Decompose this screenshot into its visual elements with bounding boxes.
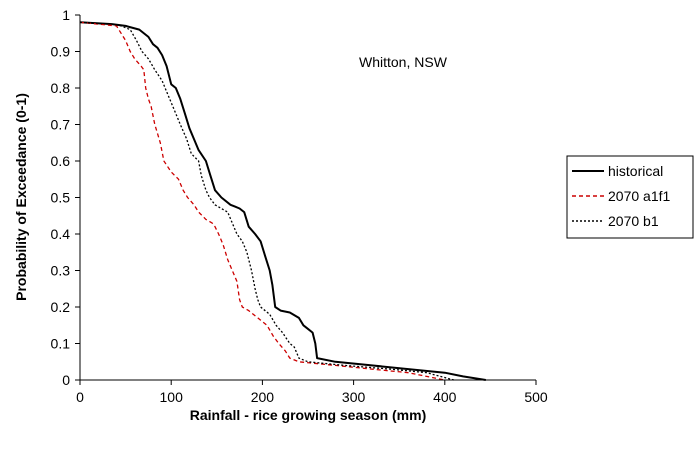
y-tick-label: 0.3	[51, 263, 71, 279]
x-tick-label: 500	[524, 389, 548, 405]
x-axis-title: Rainfall - rice growing season (mm)	[190, 407, 427, 423]
y-tick-label: 0.2	[51, 299, 71, 315]
x-tick-label: 200	[251, 389, 275, 405]
y-tick-label: 0.1	[51, 336, 71, 352]
location-annotation: Whitton, NSW	[359, 54, 448, 70]
x-tick-label: 0	[76, 389, 84, 405]
legend-label: historical	[608, 163, 663, 179]
series-line-2070-b1	[79, 21, 455, 381]
y-tick-label: 1	[62, 7, 70, 23]
y-axis-title: Probability of Exceedance (0-1)	[13, 93, 29, 301]
series-layer	[79, 21, 486, 381]
legend-label: 2070 b1	[608, 213, 659, 229]
y-tick-label: 0.6	[51, 153, 71, 169]
legend-entries: historical 2070 a1f1 2070 b1	[572, 163, 670, 229]
legend-box	[566, 155, 694, 239]
series-line-historical	[79, 21, 486, 381]
y-tick-group: 0 0.1 0.2 0.3 0.4 0.5 0.6 0.7 0.8 0.9 1	[51, 7, 80, 388]
legend: historical 2070 a1f1 2070 b1	[566, 155, 694, 239]
y-tick-label: 0.8	[51, 80, 71, 96]
x-tick-label: 300	[342, 389, 366, 405]
y-tick-label: 0.7	[51, 117, 71, 133]
y-tick-label: 0.9	[51, 44, 71, 60]
plot-area: 0 100 200 300 400 500 00.10.20.30.40.50.60.70…	[51, 7, 548, 405]
series-line-2070-a1f1	[79, 21, 445, 381]
x-tick-label: 400	[433, 389, 457, 405]
y-tick-label: 0.5	[51, 190, 71, 206]
y-tick-label: 0	[62, 372, 70, 388]
x-tick-group: 0 100 200 300 400 500	[76, 380, 548, 405]
x-tick-label: 100	[160, 389, 184, 405]
legend-label: 2070 a1f1	[608, 188, 670, 204]
y-tick-label: 0.4	[51, 226, 71, 242]
